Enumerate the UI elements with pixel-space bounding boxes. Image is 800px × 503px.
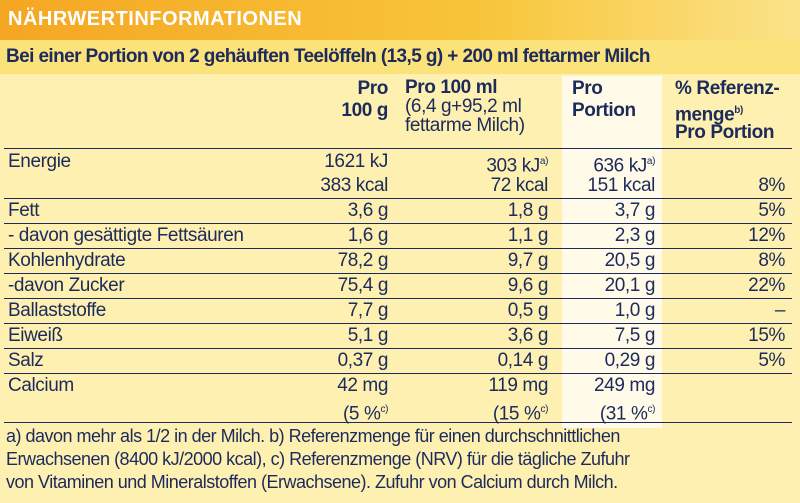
cell-value: 72 kcal (490, 175, 549, 196)
column-header: 100 g (341, 100, 388, 121)
column-header: % Referenz- (675, 78, 780, 99)
row-label: Fett (8, 200, 40, 221)
cell-value-text: (15 % (492, 403, 541, 425)
cell-value-text: 636 kJ (593, 155, 647, 177)
column-header: (6,4 g+95,2 ml (405, 96, 522, 117)
row-rule (4, 373, 792, 374)
cell-value: 75,4 g (337, 275, 389, 296)
row-label: Eiweiß (8, 325, 63, 346)
cell-value: 2,3 g (614, 225, 656, 246)
row-label: Ballaststoffe (8, 300, 106, 321)
cell-value: 249 mg (594, 375, 655, 396)
column-header: Pro Portion (675, 122, 775, 143)
cell-value: 7,7 g (347, 300, 389, 321)
cell-value: 636 kJa) (593, 150, 655, 178)
row-label: Energie (8, 151, 71, 172)
column-header: mengeb) (675, 100, 743, 126)
row-label: Kohlenhydrate (8, 250, 126, 271)
column-header: Portion (572, 100, 636, 121)
cell-value: 1,8 g (507, 200, 549, 221)
cell-value: (5 %c) (343, 398, 388, 426)
subtitle: Bei einer Portion von 2 gehäuften Teelöf… (6, 46, 650, 67)
cell-value: 0,14 g (497, 350, 549, 371)
cell-value: 9,6 g (507, 275, 549, 296)
cell-value: 78,2 g (337, 250, 389, 271)
cell-value: 3,7 g (614, 200, 656, 221)
row-rule (4, 198, 792, 199)
column-header: fettarme Milch) (405, 115, 525, 136)
row-label: Calcium (8, 375, 74, 396)
footnote: Erwachsenen (8400 kJ/2000 kcal), c) Refe… (6, 449, 630, 469)
cell-value: 303 kJa) (486, 150, 548, 178)
cell-value-sup: a) (646, 156, 655, 167)
cell-value: 5% (758, 350, 785, 371)
cell-value-sup: c) (647, 404, 655, 415)
cell-value: 151 kcal (587, 175, 655, 196)
row-rule (4, 348, 792, 349)
cell-value: 1621 kJ (324, 151, 388, 172)
row-rule (4, 248, 792, 249)
cell-value: 9,7 g (507, 250, 549, 271)
subtitle-band (0, 40, 800, 74)
cell-value-sup: c) (380, 404, 388, 415)
cell-value: 22% (748, 275, 785, 296)
cell-value: 5,1 g (347, 325, 389, 346)
cell-value: 8% (758, 175, 785, 196)
cell-value-sup: c) (540, 404, 548, 415)
cell-value: 1,0 g (614, 300, 656, 321)
row-rule (4, 323, 792, 324)
cell-value: 383 kcal (320, 175, 388, 196)
column-header: Pro (572, 78, 603, 99)
cell-value: (15 %c) (492, 398, 549, 426)
row-rule (4, 223, 792, 224)
row-rule (4, 273, 792, 274)
cell-value: 119 mg (488, 375, 548, 396)
column-header-sup: b) (734, 105, 743, 116)
column-header: Pro 100 ml (405, 77, 498, 98)
cell-value: 0,5 g (507, 300, 549, 321)
cell-value: 15% (748, 325, 785, 346)
header-band (0, 0, 800, 40)
cell-value: – (774, 300, 786, 321)
row-rule (4, 422, 792, 423)
cell-value: 3,6 g (347, 200, 389, 221)
column-header-text: menge (675, 104, 735, 126)
cell-value: 0,37 g (337, 350, 389, 371)
cell-value-text: 303 kJ (486, 155, 540, 177)
cell-value: 20,5 g (604, 250, 656, 271)
footnote: von Vitaminen und Mineralstoffen (Erwach… (6, 472, 618, 492)
cell-value: 20,1 g (604, 275, 656, 296)
cell-value-text: (5 % (343, 403, 381, 425)
cell-value: 1,6 g (347, 225, 389, 246)
row-label: Salz (8, 350, 44, 371)
cell-value: 42 mg (337, 375, 388, 396)
cell-value: 12% (748, 225, 785, 246)
cell-value: 3,6 g (507, 325, 549, 346)
cell-value: 1,1 g (507, 225, 549, 246)
row-label: - davon gesättigte Fettsäuren (8, 225, 244, 246)
title: NÄHRWERTINFORMATIONEN (8, 8, 303, 30)
cell-value: 0,29 g (604, 350, 656, 371)
row-rule (4, 148, 792, 149)
cell-value: 5% (758, 200, 785, 221)
portion-column (562, 76, 662, 428)
row-rule (4, 298, 792, 299)
row-label: -davon Zucker (8, 275, 125, 296)
cell-value-sup: a) (539, 156, 548, 167)
cell-value: (31 %c) (599, 398, 656, 426)
cell-value: 8% (758, 250, 785, 271)
column-header: Pro (357, 78, 389, 99)
footnote: a) davon mehr als 1/2 in der Milch. b) R… (6, 426, 620, 446)
cell-value-text: (31 % (599, 403, 648, 425)
cell-value: 7,5 g (614, 325, 656, 346)
